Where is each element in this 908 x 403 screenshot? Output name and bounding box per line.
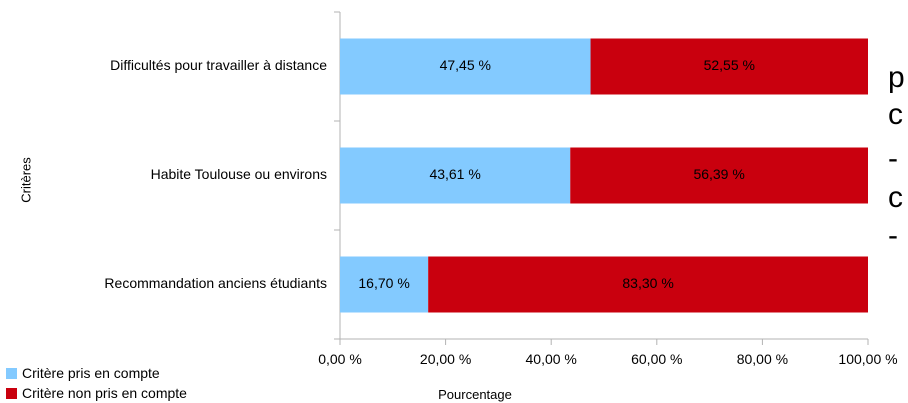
bar-non-pris-0 <box>590 38 868 95</box>
legend-swatch <box>6 388 17 399</box>
x-axis-title: Pourcentage <box>438 387 512 402</box>
category-label: Recommandation anciens étudiants <box>104 275 327 291</box>
x-tick-label: 100,00 % <box>838 351 897 367</box>
cropped-side-text: pc-c- <box>888 61 905 252</box>
x-tick-labels: 0,00 % 20,00 % 40,00 % 60,00 % 80,00 % 100,00… <box>318 351 897 367</box>
bar-pris-0 <box>340 38 591 95</box>
data-label: 47,45 % <box>440 57 491 73</box>
category-label: Habite Toulouse ou environs <box>151 166 327 182</box>
legend: Critère pris en compte Critère non pris e… <box>6 365 187 401</box>
bars: 47,45 % 52,55 % 43,61 % 56,39 % 16,70 % 83,30… <box>340 38 868 313</box>
side-fragment: p <box>888 61 905 94</box>
data-label: 52,55 % <box>704 57 755 73</box>
category-label: Difficultés pour travailler à distance <box>110 57 327 73</box>
x-tick-label: 60,00 % <box>631 351 682 367</box>
side-fragment: - <box>888 219 898 252</box>
bar-pris-2 <box>340 256 429 313</box>
data-label: 56,39 % <box>693 166 744 182</box>
x-tick-label: 40,00 % <box>526 351 577 367</box>
data-label: 16,70 % <box>358 275 409 291</box>
side-fragment: c <box>888 181 903 214</box>
x-tick-label: 20,00 % <box>420 351 471 367</box>
legend-label: Critère non pris en compte <box>22 385 187 401</box>
bar-non-pris-1 <box>570 147 868 204</box>
bar-non-pris-2 <box>428 256 868 313</box>
x-tick-label: 0,00 % <box>318 351 362 367</box>
legend-swatch <box>6 368 17 379</box>
category-labels: Difficultés pour travailler à distance Ha… <box>104 57 327 291</box>
side-fragment: - <box>888 142 898 175</box>
y-axis-title: Critères <box>18 157 33 203</box>
data-label: 43,61 % <box>429 166 480 182</box>
x-tick-label: 80,00 % <box>737 351 788 367</box>
data-label: 83,30 % <box>622 275 673 291</box>
side-fragment: c <box>888 98 903 131</box>
legend-label: Critère pris en compte <box>22 365 160 381</box>
bar-pris-1 <box>340 147 571 204</box>
